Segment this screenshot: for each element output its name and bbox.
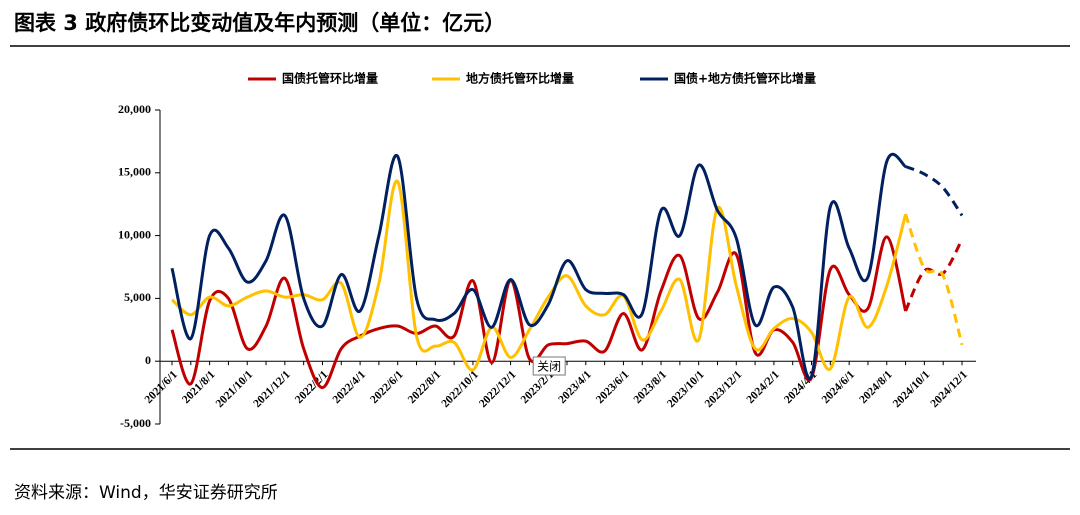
x-tick-label: 2022/4/1 [331, 369, 369, 407]
x-tick-label: 2023/8/1 [632, 369, 670, 407]
legend-label: 地方债托管环比增量 [466, 71, 574, 86]
y-tick-label: 15,000 [118, 165, 151, 179]
popup-label: 关闭 [537, 360, 561, 374]
popup-box [532, 356, 566, 376]
x-tick-label: 2021/6/1 [143, 369, 181, 407]
series-line [170, 179, 908, 372]
y-tick-label: 0 [145, 353, 151, 367]
y-tick-label: 10,000 [118, 227, 151, 241]
forecast-line [904, 238, 964, 312]
x-tick-label: 2021/10/1 [214, 369, 256, 411]
x-tick-label: 2024/2/1 [744, 369, 782, 407]
x-tick-label: 2023/10/1 [665, 369, 707, 411]
x-tick-label: 2024/8/1 [857, 369, 895, 407]
chart-title: 图表 3 政府债环比变动值及年内预测（单位：亿元） [14, 11, 505, 35]
y-tick-label: 5,000 [124, 290, 151, 304]
forecast-line [904, 213, 964, 346]
series-line [170, 152, 907, 381]
x-tick-label: 2022/6/1 [368, 369, 406, 407]
forecast-line [905, 165, 964, 217]
x-tick-label: 2021/12/1 [251, 369, 293, 411]
x-tick-label: 2022/12/1 [477, 369, 519, 411]
legend-label: 国债+地方债托管环比增量 [674, 71, 816, 86]
source: 资料来源：Wind，华安证券研究所 [14, 483, 278, 503]
x-tick-label: 2024/6/1 [820, 369, 858, 407]
x-tick-label: 2024/10/1 [891, 369, 933, 411]
x-tick-label: 2021/8/1 [180, 369, 218, 407]
y-tick-label: 20,000 [118, 102, 151, 116]
y-tick-label: -5,000 [120, 416, 151, 430]
x-tick-label: 2024/12/1 [929, 369, 971, 411]
x-tick-label: 2023/12/1 [703, 369, 745, 411]
x-tick-label: 2022/10/1 [439, 369, 481, 411]
x-tick-label: 2022/8/1 [406, 369, 444, 407]
x-tick-label: 2023/6/1 [594, 369, 632, 407]
legend-label: 国债托管环比增量 [282, 71, 378, 86]
